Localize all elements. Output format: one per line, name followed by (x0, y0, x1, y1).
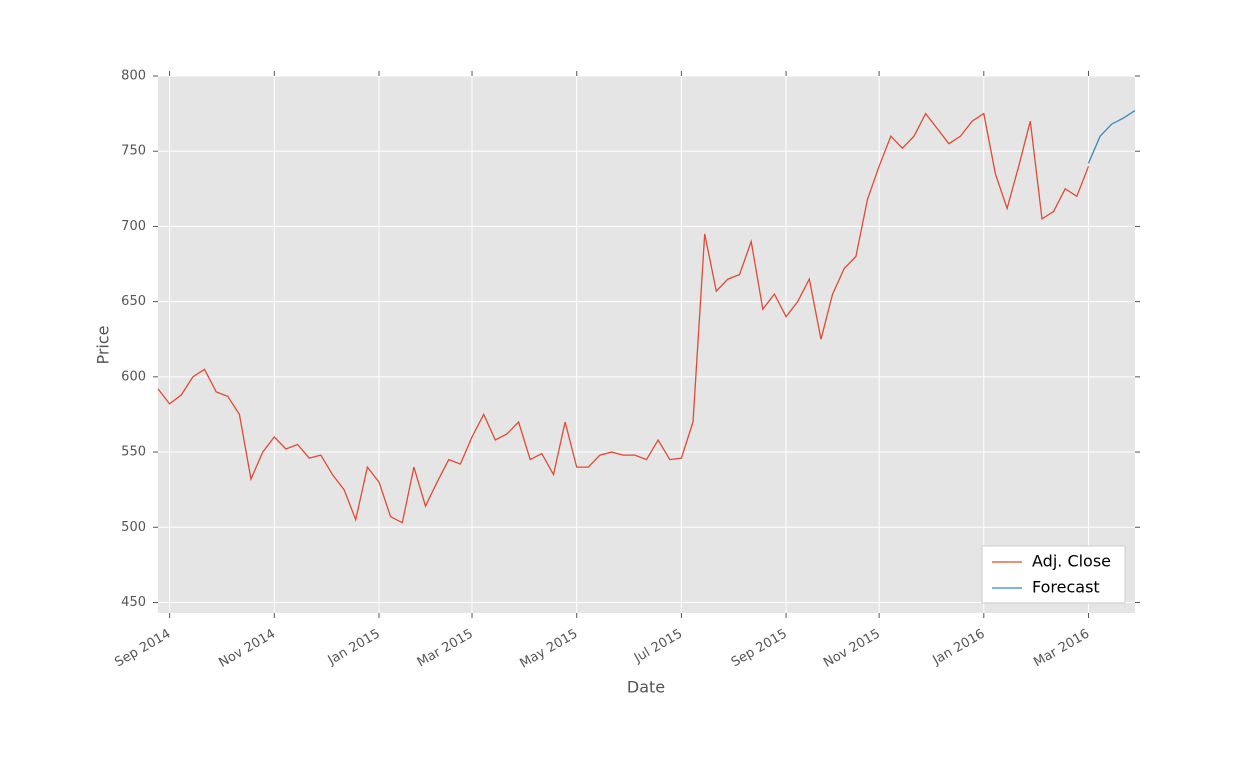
data-line (157, 112, 1090, 524)
y-tick-label: 800 (121, 69, 146, 84)
y-tick-label: 500 (121, 520, 146, 535)
plot-background (158, 76, 1135, 613)
x-axis-title: Date (627, 678, 665, 697)
y-tick-label: 700 (121, 219, 146, 234)
x-tick-label: May 2015 (517, 627, 580, 672)
y-tick-label: 600 (121, 369, 146, 384)
y-tick-label: 550 (121, 445, 146, 460)
x-tick-label: Sep 2014 (112, 627, 173, 671)
legend-label: Adj. Close (1032, 552, 1111, 571)
x-tick-label: Sep 2015 (729, 627, 790, 671)
x-tick-label: Jul 2015 (631, 627, 685, 667)
y-axis-title: Price (94, 325, 113, 364)
legend: Adj. Close Forecast (981, 545, 1126, 604)
legend-label: Forecast (1032, 578, 1100, 597)
x-tick-label: Jan 2016 (930, 627, 988, 669)
x-tick-label: Nov 2014 (216, 627, 278, 671)
x-tick-label: Jan 2015 (325, 627, 383, 669)
data-line (1087, 110, 1136, 164)
y-tick-label: 450 (121, 595, 146, 610)
x-tick-label: Nov 2015 (821, 627, 883, 671)
x-tick-label: Mar 2015 (415, 627, 476, 671)
legend-box (981, 545, 1126, 604)
x-tick-label: Mar 2016 (1031, 627, 1092, 671)
y-tick-label: 750 (121, 144, 146, 159)
y-tick-label: 650 (121, 294, 146, 309)
